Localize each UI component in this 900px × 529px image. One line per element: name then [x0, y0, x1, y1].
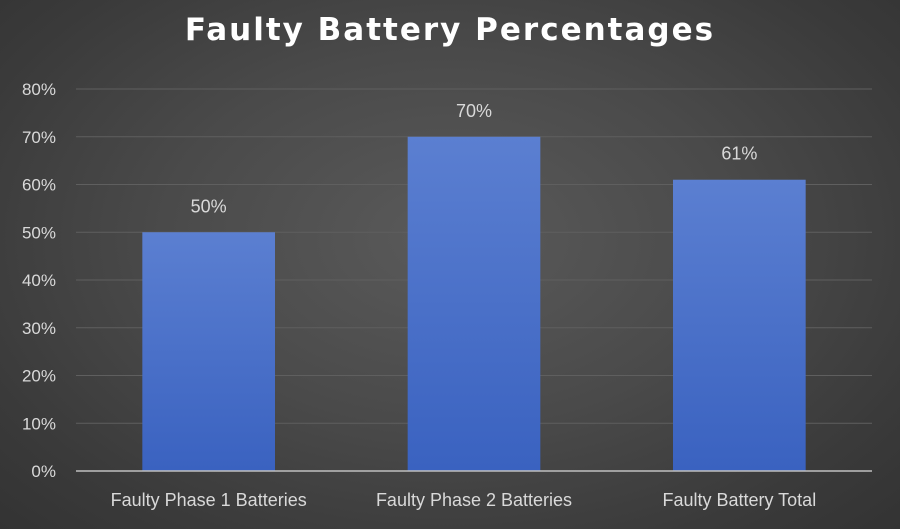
bar: [142, 232, 275, 471]
y-tick-label: 20%: [22, 367, 56, 386]
x-category-label: Faulty Battery Total: [662, 490, 816, 510]
chart-title: Faulty Battery Percentages: [184, 12, 716, 48]
y-tick-label: 60%: [22, 176, 56, 195]
y-tick-label: 70%: [22, 128, 56, 147]
y-tick-label: 50%: [22, 223, 56, 242]
y-tick-label: 80%: [22, 80, 56, 99]
data-label: 61%: [721, 144, 757, 164]
y-tick-label: 30%: [22, 319, 56, 338]
labels: 0% 10% 20% 30% 40% 50% 60% 70% 80% 50% Faulty Phas…: [22, 80, 816, 510]
x-category-label: Faulty Phase 2 Batteries: [376, 490, 572, 510]
bar: [407, 136, 541, 471]
y-tick-label: 40%: [22, 271, 56, 290]
bar: [673, 179, 806, 471]
data-label: 70%: [456, 101, 492, 121]
y-tick-label: 10%: [22, 414, 56, 433]
data-label: 50%: [191, 196, 227, 216]
y-tick-label: 0%: [31, 462, 56, 481]
x-category-label: Faulty Phase 1 Batteries: [111, 490, 307, 510]
bars: [142, 136, 806, 471]
